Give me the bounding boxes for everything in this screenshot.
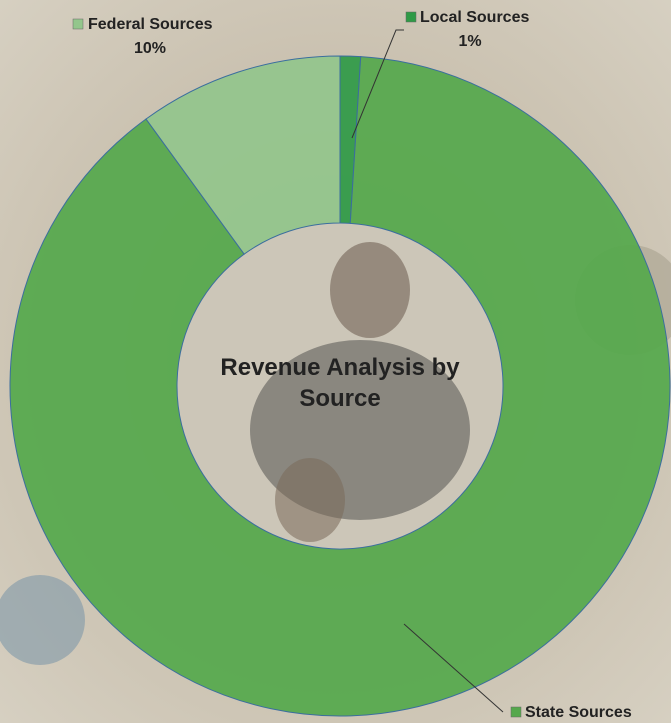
leader-line [351,29,404,139]
donut-slice [9,56,671,717]
legend-marker [510,706,522,718]
leader-line [403,623,504,713]
legend-marker [72,18,84,30]
slice-value-label: 10% [134,40,166,57]
slice-label: State Sources [525,704,632,721]
legend-marker [405,11,417,23]
donut-slice [145,55,341,255]
chart-title: Revenue Analysis by Source [220,354,460,412]
photo-detail [330,242,410,338]
slice-value-label: 1% [458,33,481,50]
photo-detail [0,575,85,665]
slice-label: Federal Sources [88,16,213,33]
slice-label: Local Sources [420,9,529,26]
donut-hole [177,223,503,549]
photo-detail [275,458,345,542]
